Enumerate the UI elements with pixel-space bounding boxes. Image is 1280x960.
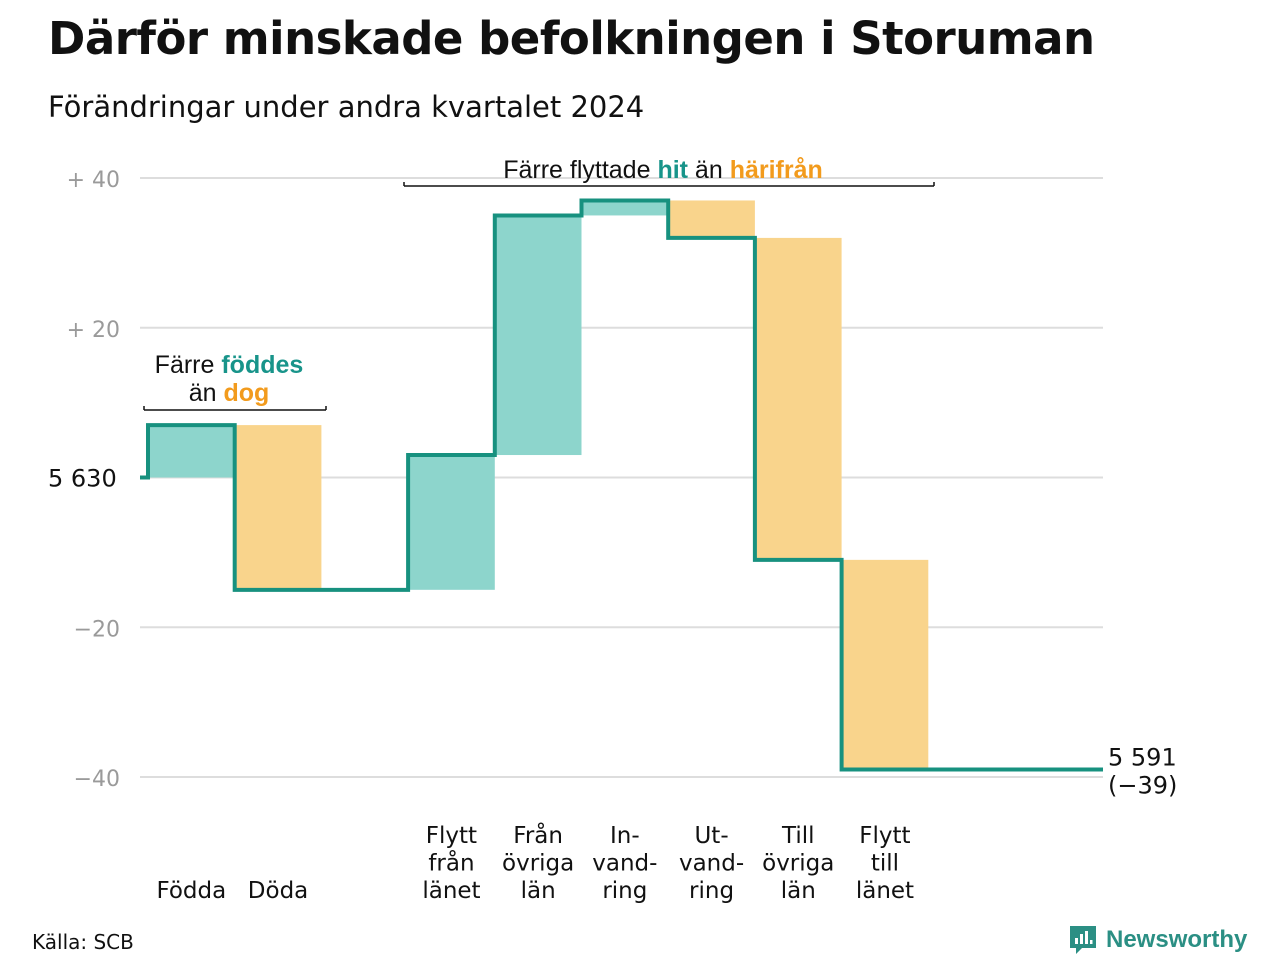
bar-födda [148,425,235,478]
category-label: till [871,851,899,877]
category-label: Från [513,821,563,849]
bar-in-vand-ring [581,200,669,216]
annotation-segment: föddes [221,351,303,379]
bar-till-övriga-län [754,237,842,560]
y-tick-label: 5 630 [48,465,117,493]
category-label: från [428,849,474,877]
end-change-label: (−39) [1108,772,1177,800]
category-label: Födda [156,878,226,904]
annotation-segment: än [688,156,730,184]
bar-flytt-till-länet [841,559,929,770]
end-value-label: 5 591 [1108,744,1177,772]
chart-title: Därför minskade befolkningen i Storuman [48,12,1095,65]
annotation-segment: hit [657,156,688,184]
population-step-line [140,198,1103,772]
category-label: övriga [502,851,574,877]
category-label: övriga [762,851,834,877]
category-label: Ut- [694,823,728,849]
category-label: Döda [248,878,308,904]
category-label: In- [610,823,640,849]
annotation-segment: Färre [155,351,222,379]
bar-från-övriga-län [494,215,582,456]
newsworthy-brand: Newsworthy [1068,924,1247,956]
category-label: länet [422,878,480,904]
annotation-text: än dog [189,379,270,407]
category-label: län [521,878,556,904]
category-label: ring [689,878,734,904]
y-tick-label: −20 [74,617,120,642]
category-label: vand- [592,851,657,877]
source-note: Källa: SCB [32,930,134,954]
category-label: länet [856,878,914,904]
bar-flytt-från-länet [408,455,495,590]
category-label: vand- [679,851,744,877]
category-label: Flytt [859,823,910,849]
y-tick-label: + 20 [67,318,120,343]
annotation-segment: Färre flyttade [503,156,657,184]
annotation-segment: härifrån [730,156,823,184]
bar-ut-vand-ring [668,200,755,238]
annotation-text: Färre föddes [155,351,304,379]
y-tick-label: −40 [74,767,120,792]
category-label: Till [781,823,815,849]
chart-subtitle: Förändringar under andra kvartalet 2024 [48,90,645,124]
annotation-text: Färre flyttade hit än härifrån [503,156,823,184]
y-tick-label: + 40 [67,168,120,193]
annotation-segment: än [189,379,224,407]
brand-name: Newsworthy [1106,926,1248,953]
annotation-segment: dog [223,379,269,407]
newsworthy-logo-icon [1070,926,1096,954]
category-label: ring [602,878,647,904]
bar-döda [234,425,322,590]
category-label: län [781,878,816,904]
category-label: Flytt [426,823,477,849]
